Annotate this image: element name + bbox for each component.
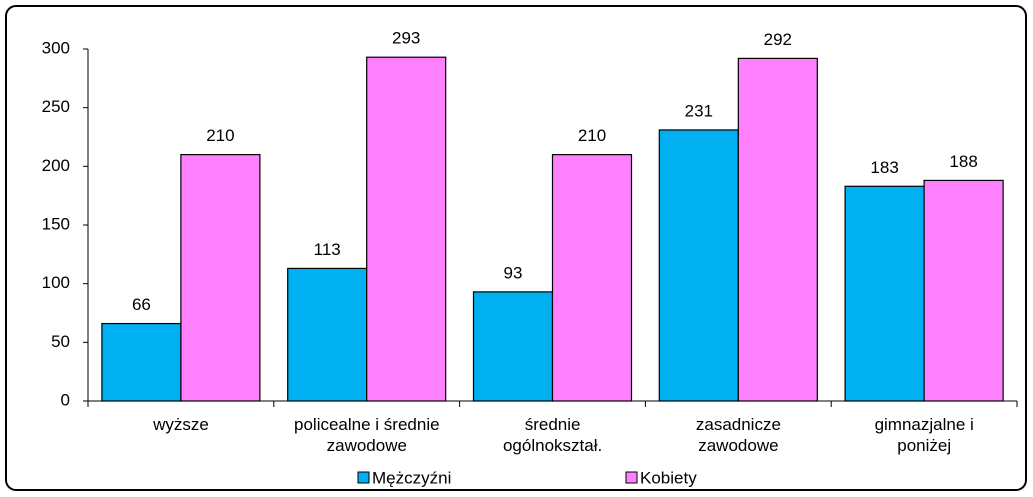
value-label: 66 [132,295,151,314]
bar [737,57,818,402]
y-tick-label: 0 [61,390,70,409]
value-label: 293 [392,29,420,48]
x-tick-label: średnie ogólnokształ. [502,415,603,455]
value-label: 231 [685,101,713,120]
value-label: 210 [206,126,234,145]
y-tick-label: 150 [42,214,70,233]
legend-label: Mężczyźni [372,468,451,487]
legend-swatch [357,471,370,484]
legend-label: Kobiety [640,468,697,487]
x-tick-label: wyższe [153,415,209,434]
bar [551,154,633,402]
y-tick-label: 250 [42,97,70,116]
bar [472,291,554,402]
value-label: 183 [870,158,898,177]
y-tick-label: 300 [42,38,70,57]
bar [287,267,368,402]
legend-swatch [625,471,638,484]
value-label: 210 [578,126,606,145]
x-tick-label: gimnazjalne i poniżej [874,415,974,455]
bar [923,179,1004,402]
bar [658,129,739,402]
y-tick-label: 200 [42,156,70,175]
value-label: 188 [949,152,977,171]
y-tick-label: 100 [42,273,70,292]
x-tick-label: policealne i średnie zawodowe [294,415,440,455]
value-label: 292 [764,30,792,49]
value-label: 93 [504,263,523,282]
bar [180,154,261,402]
x-tick-label: zasadnicze zawodowe [695,415,781,455]
bar [366,56,447,402]
bar [844,185,925,402]
value-label: 113 [314,240,341,259]
y-tick-label: 50 [51,332,70,351]
bar [101,322,182,402]
